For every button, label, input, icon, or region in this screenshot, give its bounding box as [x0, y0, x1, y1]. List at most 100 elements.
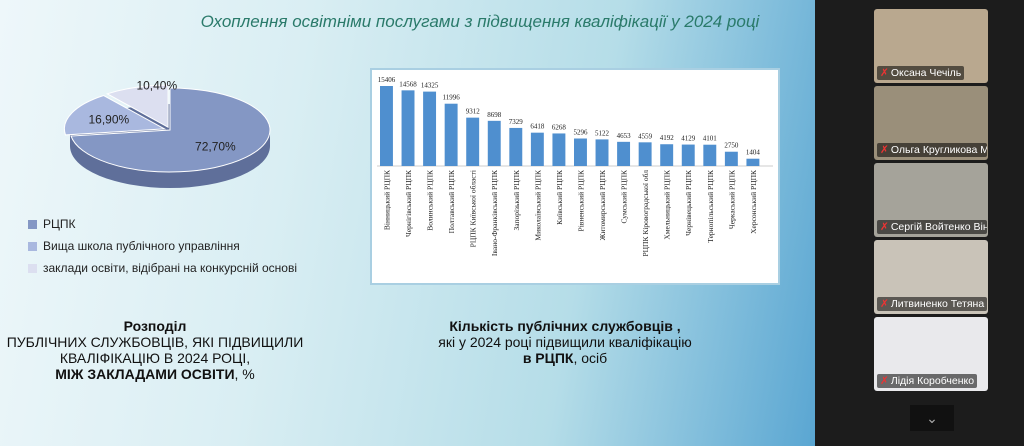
legend-swatch [28, 219, 37, 229]
participant-video-tile[interactable]: ✗ Оксана Чечіль [874, 9, 988, 83]
muted-mic-icon: ✗ [880, 375, 889, 387]
bar [530, 132, 544, 166]
participant-video-tile[interactable]: ✗ Литвиненко Тетяна [874, 240, 988, 314]
pie-caption: Розподіл ПУБЛІЧНИХ СЛУЖБОВЦІВ, ЯКІ ПІДВИ… [0, 318, 310, 382]
pie-slice [70, 87, 271, 173]
category-label: Житомирський РЦПК [598, 169, 607, 240]
legend-label: РЦПК [43, 217, 76, 231]
category-label: Полтавський РЦПК [447, 169, 456, 233]
legend-label: заклади освіти, відібрані на конкурсній … [43, 261, 298, 275]
bar [724, 151, 738, 166]
category-label: Вінницький РЦПК [382, 169, 391, 230]
participant-video-tile[interactable]: ✗Сергій Войтенко Вінн... [874, 163, 988, 237]
category-label: Черкаський РЦПК [727, 169, 736, 229]
participant-name: ✗ Оксана Чечіль [877, 66, 965, 80]
muted-mic-icon: ✗ [880, 221, 889, 233]
category-label: Івано-Франківський РЦПК [490, 169, 499, 256]
pie-label: 16,90% [89, 112, 130, 126]
category-label: РЦПК Київської області [469, 170, 478, 247]
bar [703, 144, 717, 166]
bar-value-label: 14568 [399, 80, 417, 88]
participant-video-tile[interactable]: ✗ Лідія Коробченко [874, 317, 988, 391]
legend-label: Вища школа публічного управління [43, 239, 240, 253]
bar-caption: Кількість публічних службовців , які у 2… [380, 318, 750, 366]
muted-mic-icon: ✗ [880, 67, 889, 79]
category-label: Чернівецький РЦПК [684, 169, 693, 236]
pie-caption-unit: , % [234, 366, 255, 382]
muted-mic-icon: ✗ [880, 144, 889, 156]
bar-caption-line: Кількість публічних службовців , [449, 318, 681, 334]
bar-value-label: 4559 [638, 132, 653, 140]
category-label: Сумський РЦПК [620, 169, 629, 224]
bar [380, 86, 393, 166]
legend-swatch [28, 263, 37, 273]
bar-value-label: 5296 [573, 128, 588, 136]
bar-value-label: 8698 [487, 111, 502, 119]
bar [746, 158, 760, 166]
bar-value-label: 1404 [746, 149, 761, 157]
bar [466, 117, 480, 166]
pie-caption-line: МІЖ ЗАКЛАДАМИ ОСВІТИ [55, 366, 235, 382]
bar [444, 103, 458, 166]
bar [681, 144, 695, 166]
bar-value-label: 9312 [466, 108, 481, 116]
pie-caption-line: КВАЛІФІКАЦІЮ В 2024 РОЦІ, [59, 350, 251, 366]
bar-caption-line: в РЦПК [522, 350, 574, 366]
bar [574, 138, 587, 166]
pie-chart: 72,70% 16,90% 10,40% [63, 78, 271, 188]
chevron-down-icon[interactable]: ⌄ [910, 405, 954, 431]
participant-name: ✗Ольга Кругликова М... [877, 143, 987, 157]
participant-name: ✗ Лідія Коробченко [877, 374, 978, 388]
bar-value-label: 4101 [703, 135, 718, 143]
category-label: Тернопільський РЦПК [706, 169, 715, 243]
bar [401, 90, 415, 166]
category-label: Волинський РЦПК [426, 169, 435, 231]
participant-name: ✗Сергій Войтенко Вінн... [877, 220, 987, 234]
category-label: Запорізький РЦПК [512, 169, 521, 231]
bar-value-label: 4129 [681, 135, 696, 143]
pie-caption-line: ПУБЛІЧНИХ СЛУЖБОВЦІВ, ЯКІ ПІДВИЩИЛИ [6, 334, 304, 350]
pie-label: 10,40% [136, 78, 177, 92]
category-label: Рівненський РЦПК [576, 169, 585, 231]
pie-slice [63, 94, 167, 136]
slide-title: Охоплення освітніми послугами з підвищен… [200, 12, 760, 31]
category-label: Миколаївський РЦПК [533, 169, 542, 241]
legend-swatch [28, 241, 37, 251]
pie-legend: РЦПК Вища школа публічного управління закл… [28, 213, 297, 279]
bar [509, 127, 523, 166]
legend-item: Вища школа публічного управління [28, 235, 297, 257]
participant-name: ✗ Литвиненко Тетяна [877, 297, 987, 311]
category-label: Чернігівський РЦПК [404, 169, 413, 237]
bar-chart: 15406 Вінницький РЦПК 14568 Чернігівський Р… [370, 68, 780, 285]
bar-caption-line: які у 2024 році підвищили кваліфікацію [438, 334, 692, 350]
bar-value-label: 4192 [660, 134, 675, 142]
bar-value-label: 14325 [421, 82, 439, 90]
bar-value-label: 4653 [617, 132, 632, 140]
pie-label: 72,70% [195, 139, 236, 153]
bar [595, 139, 609, 166]
bar-value-label: 11996 [443, 94, 461, 102]
pie-slice [106, 84, 169, 129]
bar-value-label: 2750 [724, 142, 739, 150]
category-label: Хмельницький РЦПК [663, 169, 672, 240]
bar-value-label: 5122 [595, 129, 610, 137]
pie-caption-line: Розподіл [123, 318, 187, 334]
bar-value-label: 7329 [509, 118, 524, 126]
muted-mic-icon: ✗ [880, 298, 889, 310]
bar [487, 120, 501, 166]
bar [660, 144, 674, 166]
bar-caption-unit: , осіб [573, 350, 608, 366]
bar-value-label: 6418 [530, 123, 545, 131]
participant-video-tile[interactable]: ✗Ольга Кругликова М... [874, 86, 988, 160]
bar [638, 142, 652, 166]
bar-value-label: 15406 [378, 76, 396, 84]
bar-value-label: 6268 [552, 123, 567, 131]
legend-item: РЦПК [28, 213, 297, 235]
bar [552, 133, 566, 166]
category-label: РЦПК Кіровоградської обл [641, 170, 650, 257]
category-label: Київський РЦПК [555, 169, 564, 225]
presentation-slide: Охоплення освітніми послугами з підвищен… [0, 0, 815, 446]
legend-item: заклади освіти, відібрані на конкурсній … [28, 257, 297, 279]
category-label: Херсонський РЦПК [749, 169, 758, 234]
bar [423, 91, 437, 166]
